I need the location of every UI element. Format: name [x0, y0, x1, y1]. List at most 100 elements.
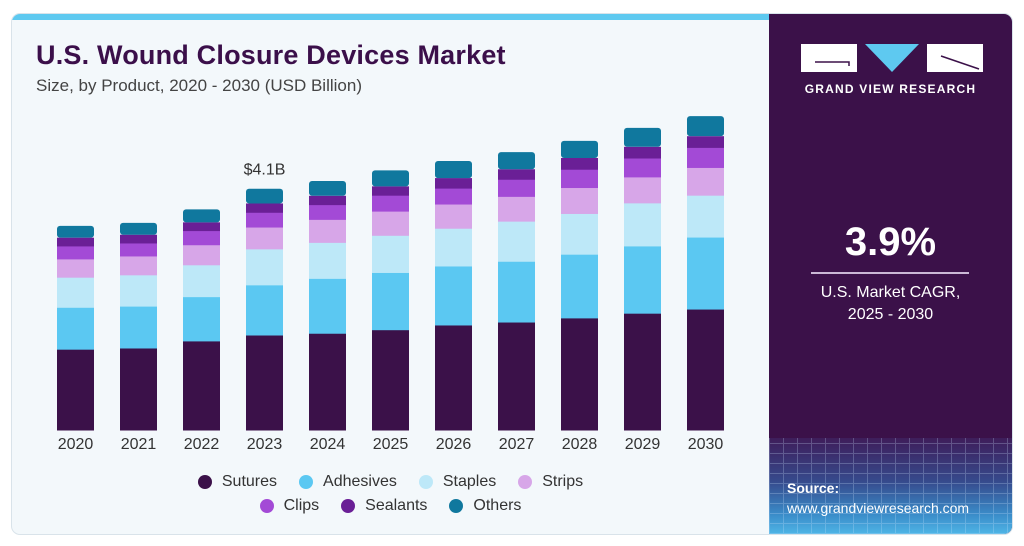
bar-segment-sealants-2027 [498, 169, 535, 180]
legend-swatch-icon [418, 475, 433, 489]
bar-2022 [183, 209, 220, 431]
legend-item-sutures: Sutures [197, 473, 278, 491]
bar-segment-strips-2030 [687, 167, 724, 196]
bar-segment-clips-2024 [309, 204, 346, 220]
bar-2021 [120, 222, 157, 431]
bar-segment-clips-2030 [687, 147, 724, 168]
source-note: Source: www.grandviewresearch.com [787, 478, 969, 518]
bar-2027 [498, 152, 535, 431]
x-tick-label: 2027 [499, 436, 535, 453]
bar-segment-sealants-2020 [57, 237, 94, 247]
bar-segment-staples-2026 [435, 228, 472, 267]
bar-segment-strips-2025 [372, 211, 409, 236]
legend-swatch-icon [299, 475, 314, 489]
source-url[interactable]: www.grandviewresearch.com [787, 500, 970, 516]
x-tick-label: 2024 [310, 436, 346, 453]
stacked-bar-chart: 2020 2021 2022 2023 $4.1B 2024 2025 2026 2027 202… [57, 116, 724, 453]
bar-segment-strips-2026 [435, 204, 472, 229]
bar-segment-adhesives-2020 [57, 307, 94, 350]
bar-2026 [435, 160, 472, 431]
legend-row: Clips Sealants Others [12, 494, 769, 518]
bar-segment-strips-2027 [498, 196, 535, 222]
bar-segment-strips-2029 [624, 176, 661, 204]
bar-segment-others-2030 [687, 116, 724, 137]
bar-segment-sutures-2027 [498, 322, 535, 431]
legend-swatch-icon [449, 499, 464, 513]
bar-segment-sealants-2021 [120, 234, 157, 244]
bar-segment-others-2023 [246, 188, 283, 204]
bar-segment-others-2021 [120, 222, 157, 235]
x-tick-label: 2028 [562, 436, 598, 453]
chart-legend: Sutures Adhesives Staples Strips Clips Sealan… [12, 470, 769, 518]
legend-swatch-icon [197, 475, 212, 489]
chart-subtitle: Size, by Product, 2020 - 2030 (USD Billi… [36, 76, 362, 95]
bar-segment-staples-2028 [561, 213, 598, 255]
bar-segment-sutures-2022 [183, 340, 220, 431]
legend-label: Strips [542, 473, 584, 490]
bar-segment-others-2024 [309, 181, 346, 196]
side-panel: GRAND VIEW RESEARCH 3.9% U.S. Market CAG… [769, 14, 1012, 534]
bar-2028 [561, 140, 598, 431]
legend-swatch-icon [341, 499, 356, 513]
x-tick-label: 2022 [184, 436, 220, 453]
bar-segment-sealants-2030 [687, 136, 724, 148]
bar-segment-clips-2025 [372, 195, 409, 212]
bar-segment-adhesives-2026 [435, 265, 472, 326]
bar-segment-adhesives-2029 [624, 245, 661, 314]
bar-2020 [57, 225, 94, 431]
side-panel-gradient [769, 438, 1012, 534]
bar-segment-staples-2030 [687, 195, 724, 238]
infographic-card: U.S. Wound Closure Devices Market Size, … [12, 14, 1012, 534]
legend-label: Staples [442, 473, 497, 490]
bar-segment-adhesives-2022 [183, 296, 220, 342]
cagr-value: 3.9% [844, 220, 937, 264]
bar-segment-adhesives-2024 [309, 278, 346, 334]
cagr-label-line1: U.S. Market CAGR, [820, 284, 961, 301]
bar-segment-staples-2025 [372, 235, 409, 273]
gvr-logo-icon [801, 44, 983, 72]
bar-segment-strips-2021 [120, 255, 157, 276]
legend-swatch-icon [259, 499, 274, 513]
legend-label: Sealants [365, 497, 428, 514]
bar-segment-clips-2020 [57, 245, 94, 260]
legend-label: Adhesives [323, 473, 397, 490]
bar-segment-sutures-2021 [120, 347, 157, 431]
legend-label: Others [473, 497, 522, 514]
bar-segment-sealants-2023 [246, 203, 283, 213]
legend-label: Sutures [221, 473, 278, 490]
bar-segment-others-2022 [183, 209, 220, 223]
legend-item-clips: Clips [259, 497, 319, 515]
bar-segment-sutures-2030 [687, 309, 724, 431]
bar-2024 [309, 181, 346, 431]
accent-bar [12, 14, 772, 20]
bar-segment-adhesives-2027 [498, 261, 535, 323]
wireframe-decoration [769, 438, 1012, 534]
bar-segment-sealants-2028 [561, 158, 598, 170]
bar-segment-sutures-2023 [246, 335, 283, 431]
bar-segment-sutures-2024 [309, 333, 346, 431]
bar-segment-sutures-2028 [561, 317, 598, 431]
bar-segment-staples-2024 [309, 242, 346, 279]
chart-title: U.S. Wound Closure Devices Market [36, 40, 506, 70]
bar-segment-others-2020 [57, 225, 94, 238]
bar-segment-others-2026 [435, 160, 472, 179]
legend-item-staples: Staples [418, 473, 497, 491]
bar-segment-adhesives-2028 [561, 254, 598, 319]
bar-segment-sealants-2024 [309, 195, 346, 206]
legend-item-others: Others [449, 497, 521, 515]
bar-segment-sutures-2020 [57, 349, 94, 431]
bar-segment-staples-2022 [183, 264, 220, 298]
legend-swatch-icon [518, 475, 533, 489]
bar-segment-clips-2023 [246, 212, 283, 228]
bar-segment-sutures-2025 [372, 329, 409, 431]
bar-segment-sutures-2026 [435, 324, 472, 431]
bar-segment-adhesives-2030 [687, 237, 724, 310]
bar-segment-others-2025 [372, 170, 409, 187]
bar-2023 [246, 188, 283, 431]
bar-segment-staples-2020 [57, 277, 94, 308]
source-label: Source: [787, 480, 840, 496]
bar-segment-strips-2024 [309, 219, 346, 243]
bar-2029 [624, 127, 661, 431]
bar-segment-sutures-2029 [624, 313, 661, 431]
bar-segment-strips-2023 [246, 227, 283, 250]
